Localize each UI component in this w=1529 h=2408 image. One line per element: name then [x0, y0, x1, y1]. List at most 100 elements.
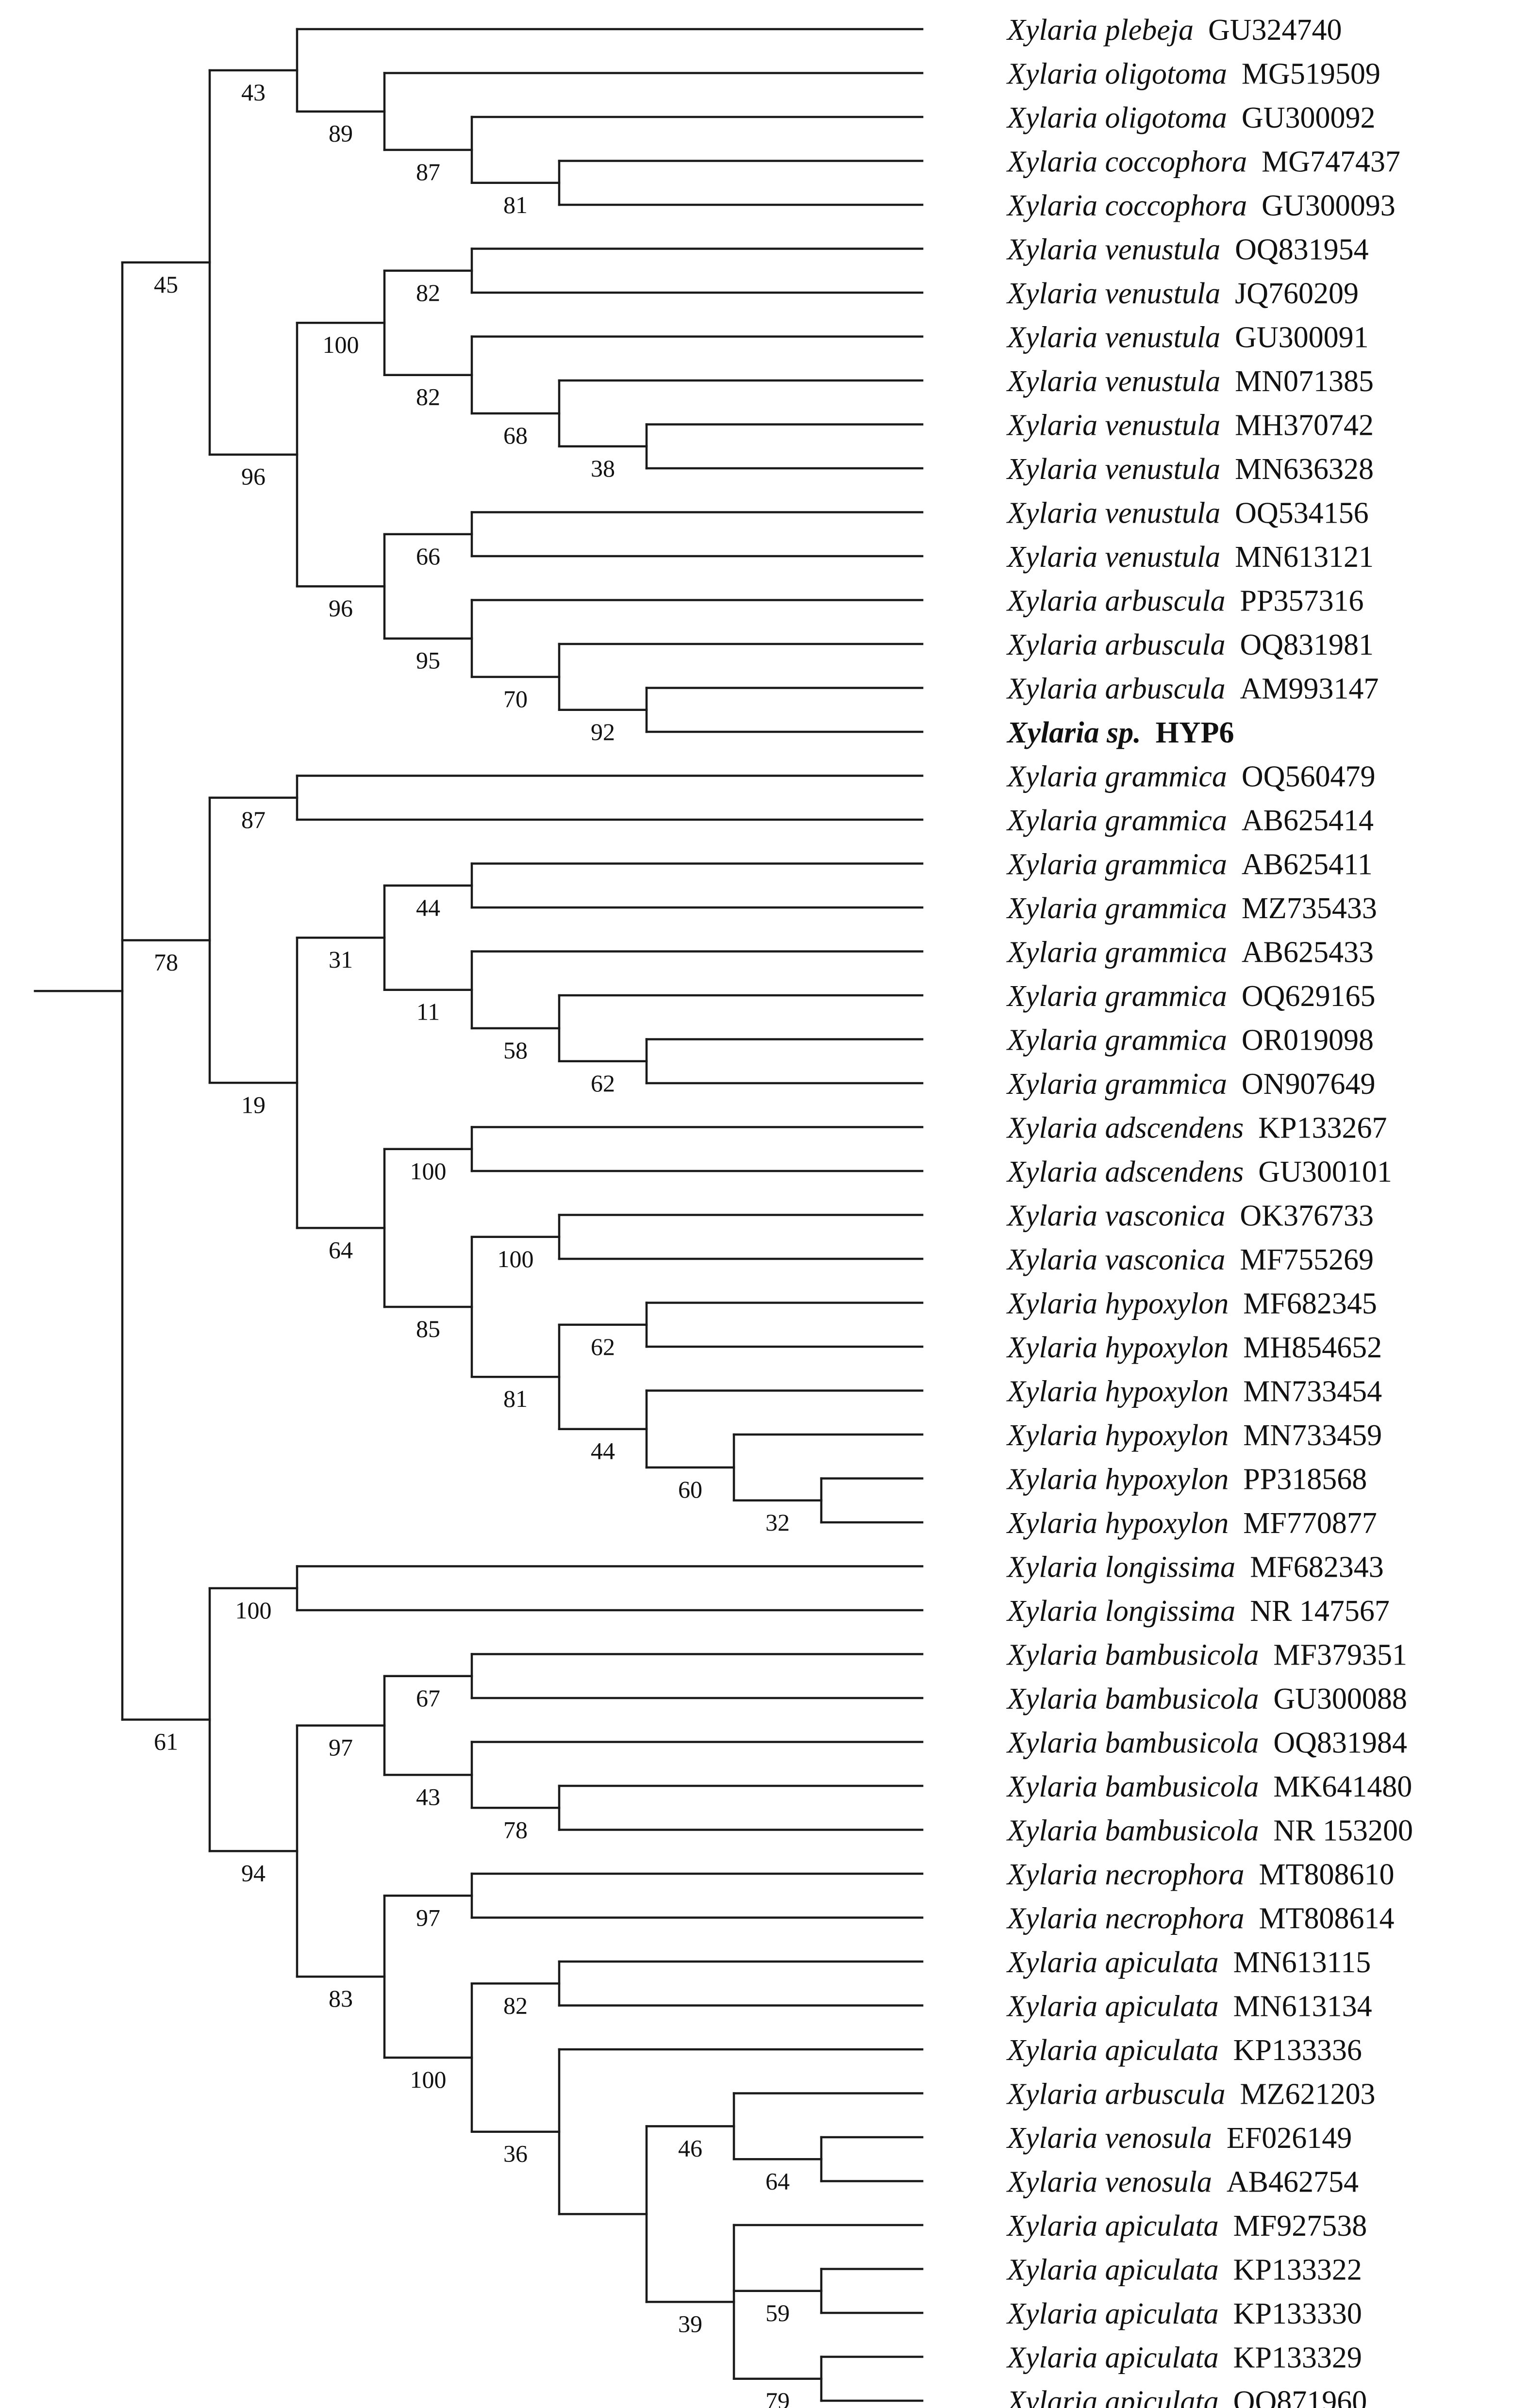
- bootstrap-value: 44: [416, 894, 440, 921]
- species-name: Xylaria venustula: [1006, 541, 1220, 574]
- bootstrap-value: 19: [241, 1091, 266, 1118]
- taxon-label: Xylaria venustula OQ534156: [1006, 497, 1369, 530]
- bootstrap-value: 87: [416, 158, 440, 185]
- species-name: Xylaria adscendens: [1006, 1155, 1244, 1188]
- taxon-label: Xylaria hypoxylon MH854652: [1006, 1331, 1382, 1364]
- species-name: Xylaria arbuscula: [1006, 673, 1225, 706]
- accession-number: OQ534156: [1235, 497, 1369, 530]
- taxon-label: Xylaria adscendens GU300101: [1006, 1155, 1392, 1188]
- accession-number: KP133330: [1233, 2297, 1362, 2330]
- taxon-label: Xylaria apiculata OQ871960: [1006, 2385, 1367, 2408]
- accession-number: OQ629165: [1242, 980, 1376, 1013]
- bootstrap-value: 43: [416, 1783, 440, 1810]
- bootstrap-value: 46: [678, 2134, 702, 2161]
- taxon-label: Xylaria coccophora MG747437: [1006, 146, 1400, 179]
- taxon-label: Xylaria apiculata KP133322: [1006, 2254, 1362, 2287]
- accession-number: KP133322: [1233, 2254, 1362, 2287]
- accession-number: PP357316: [1240, 585, 1363, 618]
- accession-number: MZ735433: [1242, 892, 1377, 925]
- accession-number: MF682345: [1243, 1287, 1377, 1320]
- bootstrap-value: 89: [329, 120, 353, 147]
- species-name: Xylaria venustula: [1006, 453, 1220, 486]
- accession-number: MF379351: [1273, 1639, 1407, 1672]
- bootstrap-value: 100: [323, 331, 359, 358]
- species-name: Xylaria grammica: [1006, 980, 1227, 1013]
- taxon-labels: Xylaria plebeja GU324740 Xylaria oligotoma…: [1006, 14, 1413, 2408]
- species-name: Xylaria venustula: [1006, 497, 1220, 530]
- taxon-label: Xylaria bambusicola GU300088: [1006, 1682, 1407, 1715]
- taxon-label: Xylaria grammica AB625414: [1006, 804, 1374, 837]
- species-name: Xylaria vasconica: [1006, 1200, 1225, 1233]
- accession-number: OQ831981: [1240, 628, 1374, 661]
- accession-number: GU300093: [1262, 189, 1396, 222]
- species-name: Xylaria hypoxylon: [1006, 1331, 1229, 1364]
- species-name: Xylaria coccophora: [1006, 189, 1247, 222]
- taxon-label: Xylaria bambusicola MK641480: [1006, 1770, 1412, 1803]
- accession-number: MN733459: [1243, 1419, 1382, 1452]
- bootstrap-value: 70: [503, 685, 528, 712]
- species-name: Xylaria grammica: [1006, 936, 1227, 969]
- species-name: Xylaria apiculata: [1006, 2385, 1219, 2408]
- bootstrap-value: 32: [765, 1509, 790, 1536]
- bootstrap-value: 97: [416, 1904, 440, 1931]
- accession-number: HYP6: [1156, 716, 1234, 749]
- taxon-label: Xylaria vasconica MF755269: [1006, 1243, 1374, 1276]
- bootstrap-support-values: 81 87 89 38 68 82 82 92 70 66 95 100 96 43 96 62 58 44 11 3…: [154, 79, 790, 2408]
- species-name: Xylaria apiculata: [1006, 2254, 1219, 2287]
- accession-number: MH370742: [1235, 409, 1374, 442]
- taxon-label: Xylaria apiculata KP133329: [1006, 2342, 1362, 2375]
- taxon-label: Xylaria venosula EF026149: [1006, 2122, 1352, 2155]
- bootstrap-value: 64: [765, 2167, 790, 2194]
- taxon-label: Xylaria grammica MZ735433: [1006, 892, 1377, 925]
- taxon-label: Xylaria arbuscula PP357316: [1006, 585, 1363, 618]
- bootstrap-value: 87: [241, 806, 266, 833]
- species-name: Xylaria hypoxylon: [1006, 1507, 1229, 1540]
- taxon-label: Xylaria apiculata MN613134: [1006, 1990, 1372, 2023]
- bootstrap-value: 31: [329, 946, 353, 973]
- taxon-label: Xylaria venustula MN613121: [1006, 541, 1374, 574]
- species-name: Xylaria venustula: [1006, 277, 1220, 310]
- highlighted-taxon-label: Xylaria sp. HYP6: [1006, 716, 1234, 749]
- bootstrap-value: 68: [503, 422, 528, 449]
- species-name: Xylaria adscendens: [1006, 1112, 1244, 1145]
- taxon-label: Xylaria necrophora MT808614: [1006, 1902, 1394, 1935]
- accession-number: KP133336: [1233, 2034, 1362, 2067]
- bootstrap-value: 78: [503, 1816, 528, 1843]
- species-name: Xylaria sp.: [1006, 716, 1141, 749]
- species-name: Xylaria grammica: [1006, 1068, 1227, 1101]
- species-name: Xylaria hypoxylon: [1006, 1287, 1229, 1320]
- taxon-label: Xylaria longissima NR 147567: [1006, 1595, 1390, 1628]
- accession-number: AB625411: [1242, 848, 1373, 881]
- bootstrap-value: 95: [416, 647, 440, 674]
- bootstrap-value: 61: [154, 1728, 178, 1755]
- bootstrap-value: 36: [503, 2140, 528, 2167]
- bootstrap-value: 81: [503, 1385, 528, 1412]
- taxon-label: Xylaria hypoxylon MF770877: [1006, 1507, 1377, 1540]
- taxon-label: Xylaria grammica OQ560479: [1006, 760, 1375, 793]
- accession-number: GU300092: [1242, 101, 1376, 134]
- taxon-label: Xylaria grammica OQ629165: [1006, 980, 1375, 1013]
- bootstrap-value: 64: [329, 1236, 353, 1263]
- species-name: Xylaria venustula: [1006, 233, 1220, 266]
- bootstrap-value: 62: [591, 1070, 615, 1097]
- accession-number: MT808610: [1259, 1858, 1394, 1891]
- taxon-label: Xylaria venustula JQ760209: [1006, 277, 1359, 310]
- accession-number: EF026149: [1227, 2122, 1352, 2155]
- species-name: Xylaria grammica: [1006, 804, 1227, 837]
- bootstrap-value: 66: [416, 543, 440, 570]
- accession-number: MN613115: [1233, 1946, 1371, 1979]
- bootstrap-value: 39: [678, 2310, 702, 2337]
- species-name: Xylaria grammica: [1006, 760, 1227, 793]
- taxon-label: Xylaria vasconica OK376733: [1006, 1200, 1374, 1233]
- accession-number: MN636328: [1235, 453, 1374, 486]
- bootstrap-value: 81: [503, 191, 528, 218]
- species-name: Xylaria necrophora: [1006, 1902, 1244, 1935]
- accession-number: MH854652: [1243, 1331, 1382, 1364]
- accession-number: MT808614: [1259, 1902, 1394, 1935]
- species-name: Xylaria apiculata: [1006, 1990, 1219, 2023]
- taxon-label: Xylaria apiculata KP133330: [1006, 2297, 1362, 2330]
- species-name: Xylaria bambusicola: [1006, 1727, 1259, 1760]
- accession-number: AB462754: [1227, 2166, 1359, 2199]
- species-name: Xylaria venosula: [1006, 2166, 1212, 2199]
